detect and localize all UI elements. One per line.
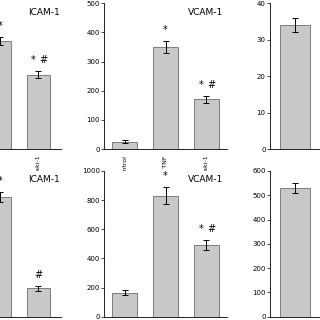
Text: #: # xyxy=(34,270,42,280)
Text: VCAM-1: VCAM-1 xyxy=(188,8,223,17)
Text: *: * xyxy=(0,21,2,31)
Text: *: * xyxy=(163,171,168,181)
Text: VCAM-1: VCAM-1 xyxy=(188,175,223,184)
Bar xyxy=(280,25,310,149)
Text: *: * xyxy=(199,224,204,234)
Text: #: # xyxy=(208,80,216,90)
Bar xyxy=(280,188,310,317)
Text: #: # xyxy=(208,224,216,234)
Bar xyxy=(112,142,137,149)
Text: *: * xyxy=(199,80,204,90)
Text: ICAM-1: ICAM-1 xyxy=(28,175,60,184)
Bar xyxy=(27,75,50,149)
Bar xyxy=(153,47,178,149)
Bar xyxy=(27,288,50,317)
Text: *: * xyxy=(163,25,168,35)
Bar xyxy=(153,196,178,317)
Text: *: * xyxy=(0,176,2,186)
Bar xyxy=(0,41,12,149)
Bar xyxy=(0,197,12,317)
Bar xyxy=(194,245,219,317)
Bar xyxy=(194,100,219,149)
Bar xyxy=(112,293,137,317)
Text: *: * xyxy=(31,55,36,65)
Text: ICAM-1: ICAM-1 xyxy=(28,8,60,17)
Text: #: # xyxy=(39,55,47,65)
